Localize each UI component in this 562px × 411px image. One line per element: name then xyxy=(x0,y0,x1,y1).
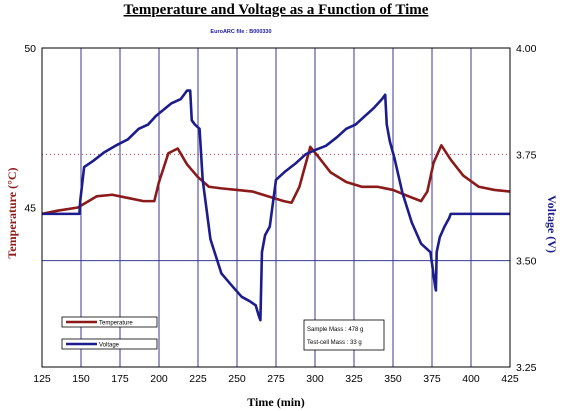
x-tick-label: 350 xyxy=(384,373,402,385)
x-tick-label: 225 xyxy=(189,373,207,385)
series-lines xyxy=(41,89,511,322)
tick-labels: 125 150 175 200 225 250 275 300 325 350 375 400 425 5… xyxy=(24,43,536,385)
left-axis-label: Temperature (°C) xyxy=(5,167,19,258)
x-tick-label: 425 xyxy=(501,373,519,385)
x-axis-label: Time (min) xyxy=(247,395,304,409)
right-tick-label: 3.50 xyxy=(516,256,537,268)
legend: Temperature Voltage xyxy=(61,316,158,350)
chart-subtitle: EuroARC file : B000330 xyxy=(210,29,271,35)
legend-box-voltage xyxy=(61,338,158,350)
x-tick-label: 375 xyxy=(423,373,441,385)
series-line-temperature xyxy=(41,143,511,216)
x-tick-label: 175 xyxy=(111,373,129,385)
x-tick-label: 250 xyxy=(228,373,246,385)
chart-title: Temperature and Voltage as a Function of… xyxy=(124,2,429,18)
left-tick-label: 45 xyxy=(24,203,36,215)
mass-annotation: Sample Mass : 478 g Test-cell Mass : 33 … xyxy=(303,319,385,351)
x-tick-label: 200 xyxy=(150,373,168,385)
right-tick-label: 3.75 xyxy=(516,149,537,161)
right-tick-label: 3.25 xyxy=(516,362,537,374)
annotation-box xyxy=(303,319,385,351)
series-line-voltage xyxy=(42,89,510,322)
x-tick-label: 325 xyxy=(345,373,363,385)
legend-label-temperature: Temperature xyxy=(99,321,133,327)
annotation-testcell-mass: Test-cell Mass : 33 g xyxy=(307,340,362,346)
left-tick-label: 50 xyxy=(24,43,36,55)
x-tick-label: 275 xyxy=(267,373,285,385)
x-tick-label: 125 xyxy=(33,373,51,385)
legend-box-temperature xyxy=(61,316,158,328)
right-tick-label: 4.00 xyxy=(516,43,537,55)
annotation-sample-mass: Sample Mass : 478 g xyxy=(307,327,363,333)
x-tick-label: 150 xyxy=(72,373,90,385)
gridlines xyxy=(42,48,510,367)
x-tick-label: 300 xyxy=(306,373,324,385)
legend-label-voltage: Voltage xyxy=(99,343,120,349)
plot-frame xyxy=(41,47,511,368)
x-tick-label: 400 xyxy=(462,373,480,385)
right-axis-label: Voltage (V) xyxy=(545,195,559,253)
